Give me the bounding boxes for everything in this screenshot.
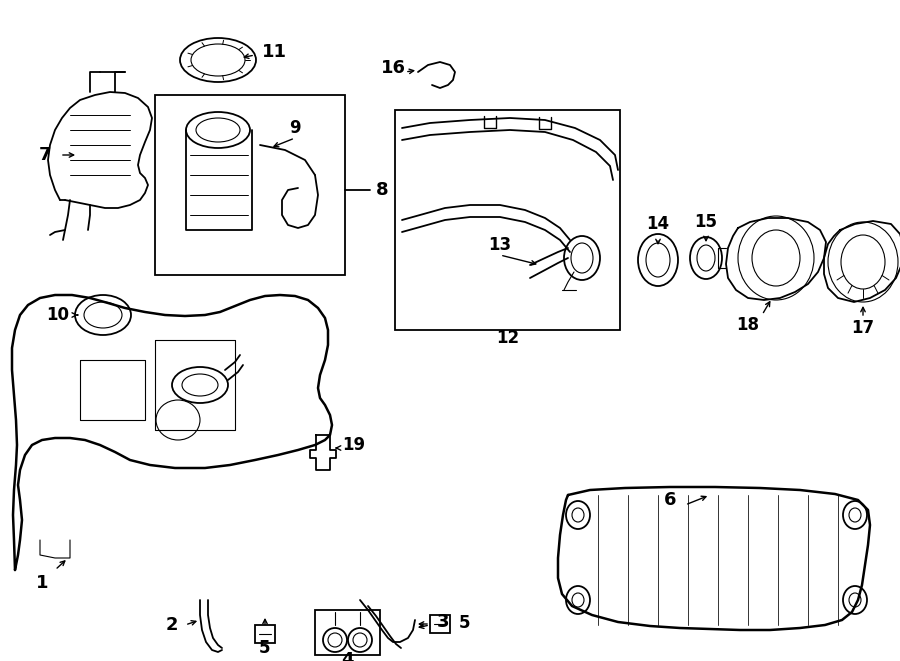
Text: 5: 5 [259, 639, 271, 657]
Text: 2: 2 [166, 616, 178, 634]
Bar [395, 110, 620, 330]
Bar [155, 95, 345, 275]
Text: 9: 9 [289, 119, 301, 137]
Text: 14: 14 [646, 215, 670, 233]
Text: 3: 3 [436, 613, 449, 631]
Text: 4: 4 [341, 651, 353, 661]
Bar [255, 625, 275, 643]
Text: 12: 12 [497, 329, 519, 347]
Text: 19: 19 [342, 436, 365, 454]
Bar [315, 610, 380, 655]
Text: 6: 6 [664, 491, 676, 509]
Text: 5: 5 [458, 614, 470, 632]
Text: 11: 11 [262, 43, 286, 61]
Text: 16: 16 [381, 59, 406, 77]
Text: 18: 18 [736, 316, 760, 334]
Bar [430, 615, 450, 633]
Text: 10: 10 [47, 306, 69, 324]
Text: 7: 7 [39, 146, 51, 164]
Text: 13: 13 [489, 236, 511, 254]
Text: 1: 1 [36, 574, 49, 592]
Text: 8: 8 [375, 181, 388, 199]
Text: 17: 17 [851, 319, 875, 337]
Text: 15: 15 [695, 213, 717, 231]
